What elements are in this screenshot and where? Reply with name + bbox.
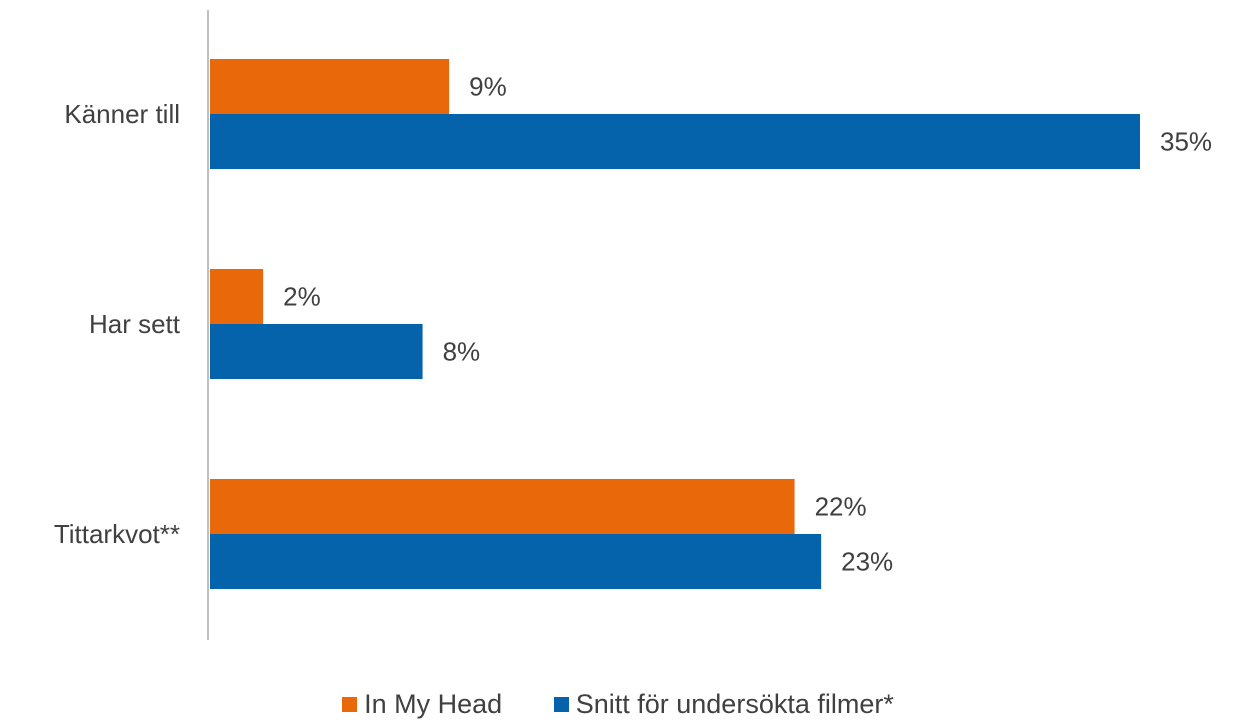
bar-chart: Känner till Har sett Tittarkvot** 9% 35% 2% 8… [54,10,1212,640]
data-label: 35% [1160,127,1212,157]
data-label: 2% [283,282,321,312]
data-label: 8% [443,337,481,367]
data-label: 22% [815,492,867,522]
data-label: 23% [841,547,893,577]
category-label: Känner till [64,99,180,129]
legend-item-series-2: Snitt för undersökta filmer* [553,689,894,720]
bars-group [210,59,1140,589]
bar-series-2 [210,534,822,589]
legend: In My Head Snitt för undersökta filmer* [0,688,1236,720]
category-label: Tittarkvot** [54,519,180,549]
legend-swatch-series-1 [342,697,358,713]
bar-series-1 [210,59,450,114]
legend-item-series-1: In My Head [342,689,502,720]
legend-swatch-series-2 [553,697,569,713]
legend-label-series-2: Snitt för undersökta filmer* [575,689,894,720]
bar-series-2 [210,324,423,379]
data-label: 9% [469,72,507,102]
bar-series-1 [210,269,264,324]
value-labels: 9% 35% 2% 8% 22% 23% [283,72,1212,577]
bar-series-2 [210,114,1140,169]
category-label: Har sett [89,309,181,339]
category-labels: Känner till Har sett Tittarkvot** [54,99,181,549]
bar-series-1 [210,479,795,534]
legend-label-series-1: In My Head [364,689,503,720]
